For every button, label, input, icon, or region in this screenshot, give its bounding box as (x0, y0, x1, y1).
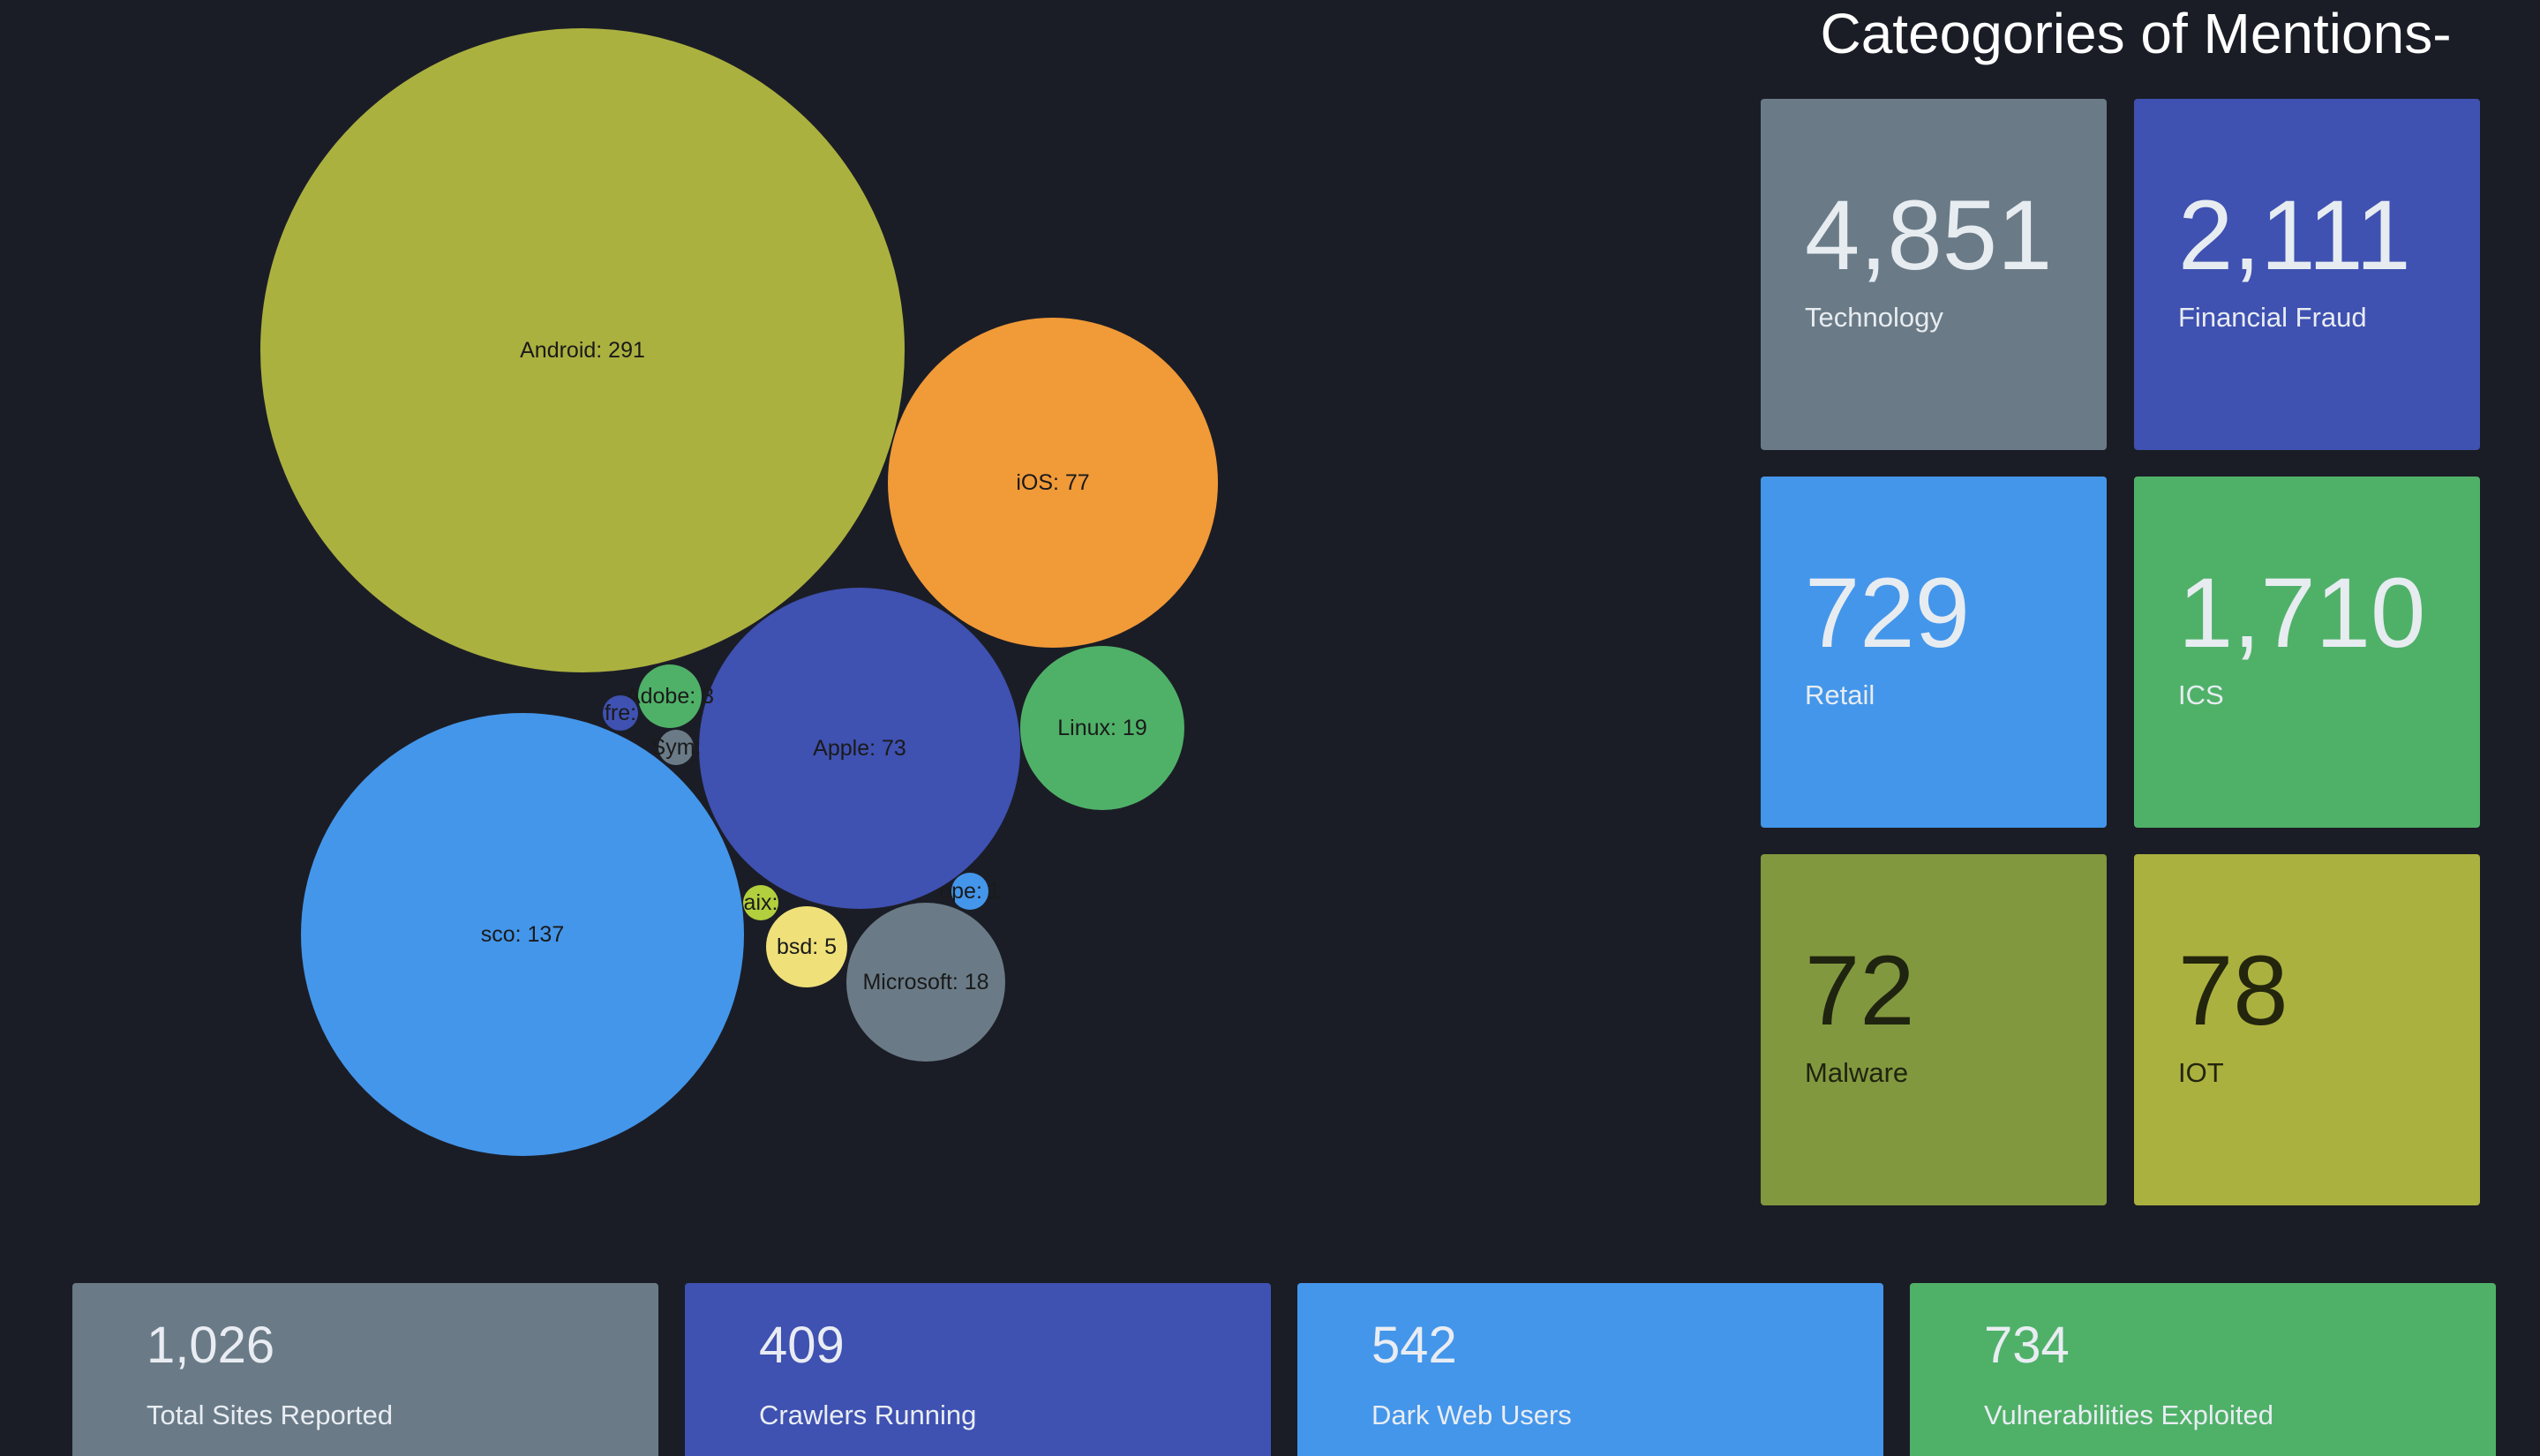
bubble-adobe[interactable]: Adobe: 3 (626, 664, 714, 728)
bubble-circle[interactable] (658, 730, 694, 765)
bubble-label: fre: (605, 701, 636, 725)
stat-total-sites-reported[interactable]: 1,026 Total Sites Reported (72, 1283, 658, 1456)
bubble-aix[interactable]: aix: (743, 885, 778, 920)
stat-value: 734 (1984, 1317, 2070, 1374)
bubble-label: iOS: 77 (1016, 470, 1089, 495)
bubble-label: aix: (744, 890, 778, 915)
bubble-circle[interactable] (260, 28, 905, 672)
stat-value: 1,026 (147, 1317, 275, 1374)
bubble-circle[interactable] (766, 906, 847, 987)
tile-label: Retail (1805, 679, 1875, 710)
bubble-circle[interactable] (846, 903, 1005, 1062)
bubble-circle[interactable] (951, 873, 988, 910)
bubble-label: Linux: 19 (1057, 716, 1146, 740)
tile-value: 4,851 (1805, 180, 2053, 290)
tile-label: Financial Fraud (2178, 302, 2367, 333)
bubble-sym[interactable]: Sym: (651, 730, 702, 765)
bubble-ios[interactable]: iOS: 77 (888, 318, 1218, 648)
tile-malware[interactable]: 72 Malware (1761, 854, 2107, 1205)
stat-label: Dark Web Users (1371, 1400, 1572, 1430)
bubble-sco[interactable]: sco: 137 (301, 713, 744, 1156)
bubble-label: sco: 137 (481, 922, 565, 947)
tile-ics[interactable]: 1,710 ICS (2134, 477, 2480, 828)
tile-iot[interactable]: 78 IOT (2134, 854, 2480, 1205)
bubble-fre[interactable]: fre: (603, 695, 638, 731)
bubble-label: Apple: 73 (813, 736, 906, 761)
stat-dark-web-users[interactable]: 542 Dark Web Users (1297, 1283, 1883, 1456)
tile-label: IOT (2178, 1057, 2224, 1088)
tile-value: 729 (1805, 558, 1970, 668)
bubble-circle[interactable] (1020, 646, 1184, 810)
bubble-circle[interactable] (699, 588, 1020, 909)
tile-label: Technology (1805, 302, 1943, 333)
stat-vulnerabilities-exploited[interactable]: 734 Vulnerabilities Exploited (1910, 1283, 2496, 1456)
bubble-label: Microsoft: 18 (862, 970, 988, 994)
bubble-bsd[interactable]: bsd: 5 (766, 906, 847, 987)
tile-technology[interactable]: 4,851 Technology (1761, 99, 2107, 450)
bubble-label: ope: 1 (939, 879, 1001, 904)
bubble-circle[interactable] (638, 664, 702, 728)
bubble-android[interactable]: Android: 291 (260, 28, 905, 672)
bubble-label: Android: 291 (520, 338, 645, 363)
tile-label: Malware (1805, 1057, 1909, 1088)
bubble-label: Adobe: 3 (626, 684, 714, 709)
tile-value: 1,710 (2178, 558, 2426, 668)
categories-title: Cateogories of Mentions- (1820, 2, 2452, 65)
tile-value: 72 (1805, 935, 1915, 1046)
bubble-chart: Android: 291 iOS: 77 Apple: 73 Linux: 19 sco… (260, 28, 1218, 1156)
tile-label: ICS (2178, 679, 2224, 710)
bubble-apple[interactable]: Apple: 73 (699, 588, 1020, 909)
stat-value: 409 (759, 1317, 845, 1374)
stat-value: 542 (1371, 1317, 1457, 1374)
bubble-circle[interactable] (603, 695, 638, 731)
bubble-circle[interactable] (888, 318, 1218, 648)
tile-financial-fraud[interactable]: 2,111 Financial Fraud (2134, 99, 2480, 450)
stat-label: Crawlers Running (759, 1400, 977, 1430)
tile-value: 78 (2178, 935, 2288, 1046)
tile-retail[interactable]: 729 Retail (1761, 477, 2107, 828)
stat-label: Total Sites Reported (147, 1400, 394, 1430)
bubble-linux[interactable]: Linux: 19 (1020, 646, 1184, 810)
bubble-label: Sym: (651, 735, 702, 760)
bubble-label: bsd: 5 (777, 934, 837, 959)
stat-crawlers-running[interactable]: 409 Crawlers Running (685, 1283, 1271, 1456)
bubble-ope[interactable]: ope: 1 (939, 873, 1001, 910)
bubble-microsoft[interactable]: Microsoft: 18 (846, 903, 1005, 1062)
bubble-circle[interactable] (743, 885, 778, 920)
stat-label: Vulnerabilities Exploited (1984, 1400, 2273, 1430)
bubble-circle[interactable] (301, 713, 744, 1156)
tile-value: 2,111 (2178, 180, 2411, 290)
